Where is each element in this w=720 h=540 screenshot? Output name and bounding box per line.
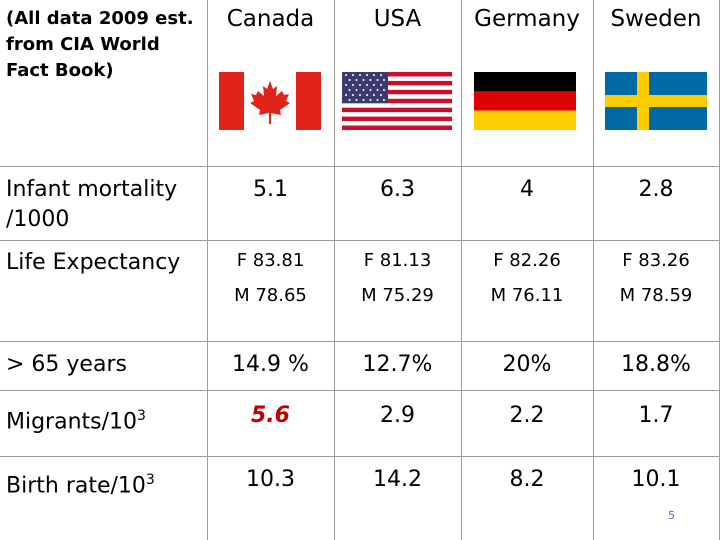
- over-65-canada: 14.9 %: [232, 352, 309, 377]
- birth-rate-canada: 10.3: [246, 467, 295, 492]
- infant-mortality-germany: 4: [520, 177, 534, 202]
- header-note-line: (All data 2009 est.: [6, 8, 194, 29]
- column-divider: [461, 0, 462, 540]
- life-expectancy-male-canada: M 78.65: [234, 285, 307, 306]
- life-expectancy-female-sweden: F 83.26: [622, 250, 690, 271]
- infant-mortality-canada: 5.1: [253, 177, 288, 202]
- migrants-usa: 2.9: [380, 403, 415, 428]
- country-header-usa: USA: [373, 6, 422, 32]
- row-label-text: Migrants/10: [6, 409, 138, 435]
- row-label-line: /1000: [6, 207, 70, 232]
- column-divider: [207, 0, 208, 540]
- sweden-flag-icon: [605, 72, 707, 130]
- infant-mortality-sweden: 2.8: [638, 177, 674, 202]
- migrants-germany: 2.2: [509, 403, 545, 428]
- life-expectancy-female-germany: F 82.26: [493, 250, 561, 271]
- row-label-life-expectancy: Life Expectancy: [6, 250, 181, 275]
- usa-flag-icon: [342, 72, 452, 130]
- row-divider: [0, 240, 720, 241]
- country-header-canada: Canada: [226, 6, 315, 32]
- row-label-superscript: 3: [145, 472, 155, 488]
- country-header-sweden: Sweden: [610, 6, 702, 32]
- migrants-sweden: 1.7: [638, 403, 674, 428]
- life-expectancy-female-canada: F 83.81: [236, 250, 305, 271]
- row-label-over-65: > 65 years: [6, 352, 127, 377]
- over-65-germany: 20%: [502, 352, 552, 377]
- country-header-germany: Germany: [474, 6, 580, 32]
- header-note-line: from CIA World: [6, 34, 160, 55]
- row-divider: [0, 341, 720, 342]
- life-expectancy-male-germany: M 76.11: [490, 285, 564, 306]
- birth-rate-sweden: 10.1: [631, 467, 681, 492]
- row-label-infant-mortality: Infant mortality /1000: [6, 175, 177, 235]
- migrants-canada-highlighted: 5.6: [251, 403, 290, 428]
- row-label-birth-rate: Birth rate/103: [6, 465, 155, 501]
- birth-rate-usa: 14.2: [373, 467, 422, 492]
- row-label-line: Infant mortality: [6, 177, 178, 202]
- life-expectancy-female-usa: F 81.13: [363, 250, 432, 271]
- row-label-superscript: 3: [137, 408, 146, 424]
- column-divider: [334, 0, 335, 540]
- row-divider: [0, 390, 720, 391]
- over-65-usa: 12.7%: [362, 352, 433, 377]
- column-divider: [593, 0, 594, 540]
- header-note-line: Fact Book): [6, 60, 114, 81]
- life-expectancy-male-sweden: M 78.59: [619, 285, 693, 306]
- row-divider: [0, 166, 720, 167]
- canada-flag-icon: [219, 72, 321, 130]
- row-divider: [0, 456, 720, 457]
- life-expectancy-male-usa: M 75.29: [361, 285, 434, 306]
- germany-flag-icon: [474, 72, 576, 130]
- birth-rate-germany: 8.2: [509, 467, 545, 492]
- header-note: (All data 2009 est. from CIA World Fact …: [6, 6, 202, 84]
- over-65-sweden: 18.8%: [621, 352, 691, 377]
- slide-number: 5: [668, 509, 675, 522]
- row-label-migrants: Migrants/103: [6, 401, 146, 437]
- infant-mortality-usa: 6.3: [380, 177, 415, 202]
- row-label-text: Birth rate/10: [6, 473, 146, 499]
